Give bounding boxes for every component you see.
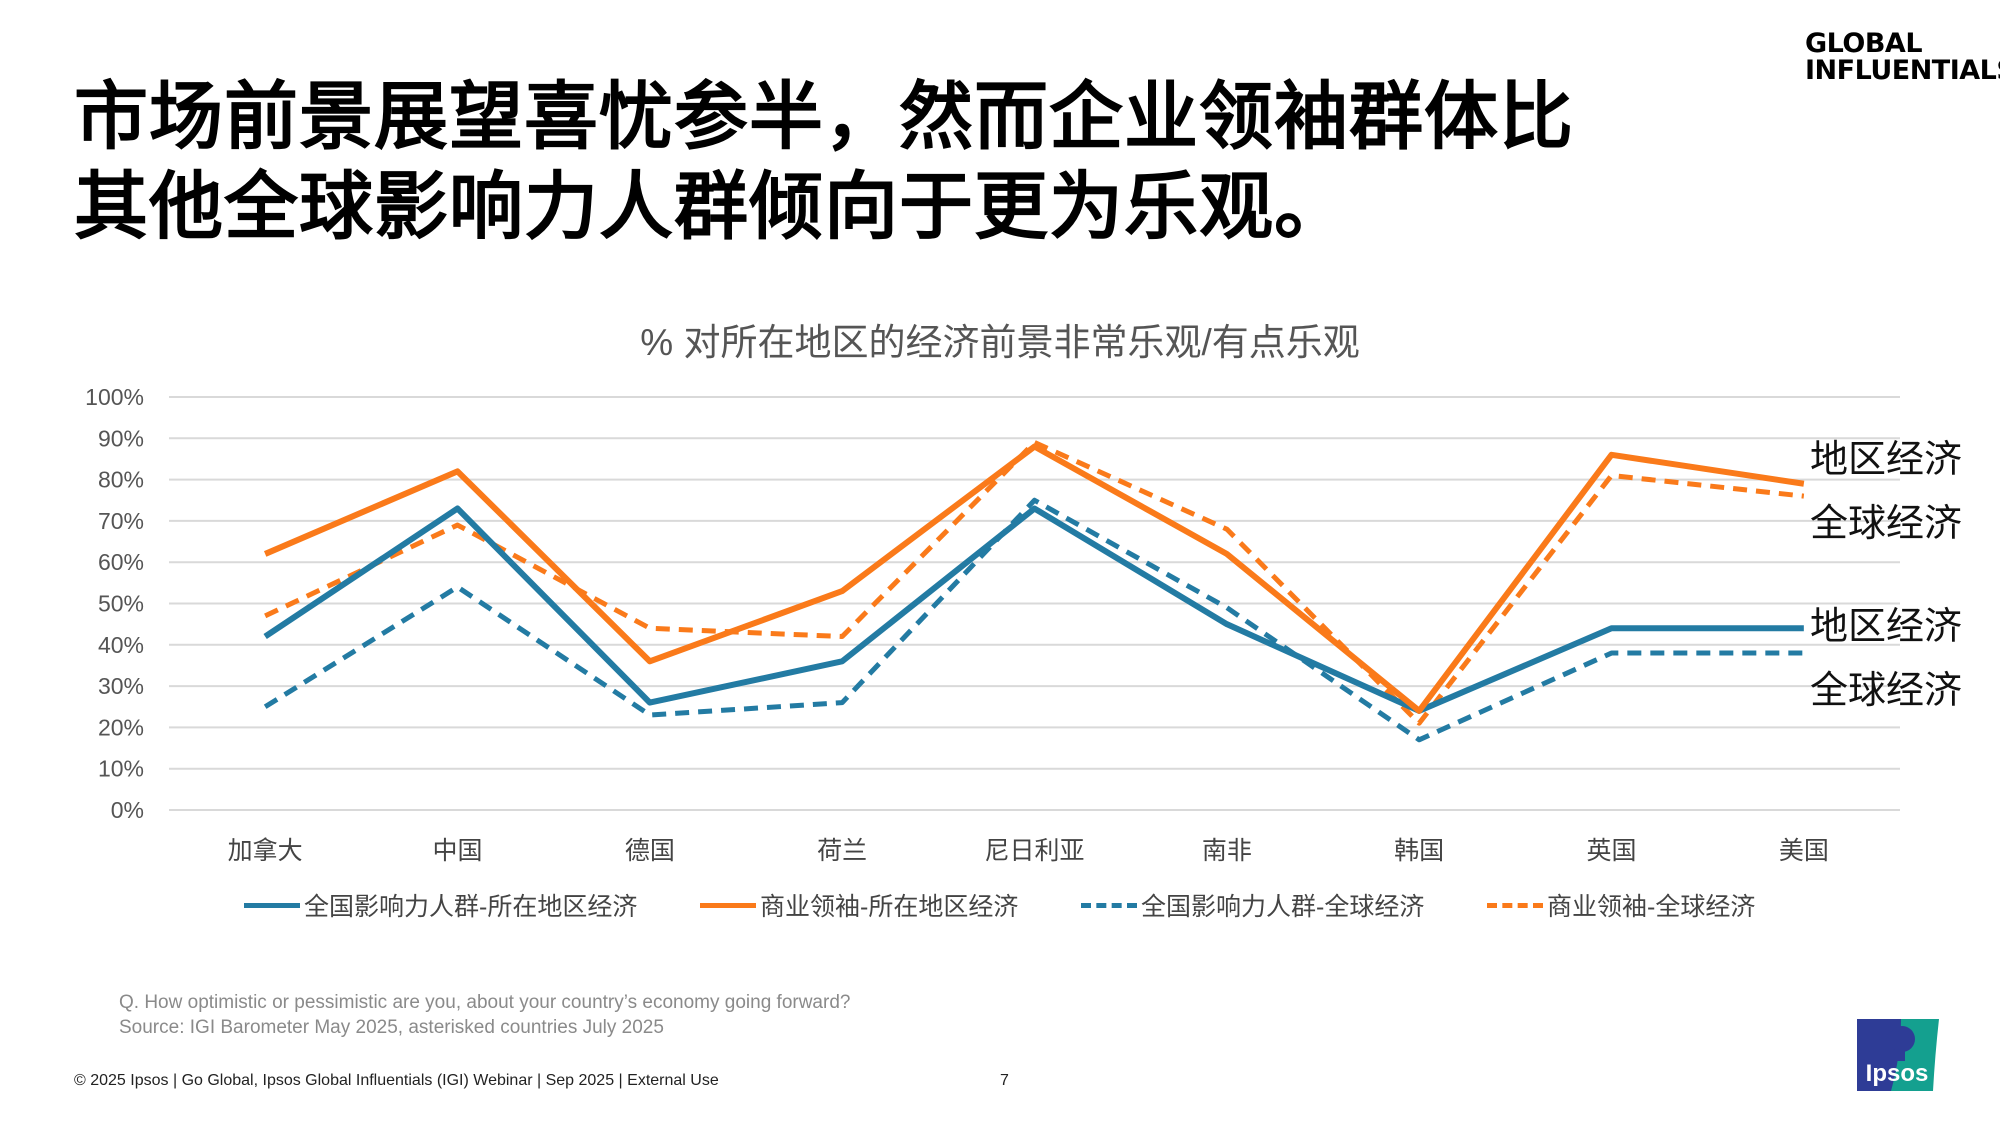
y-tick-label: 20% [98, 714, 144, 740]
source-note: Source: IGI Barometer May 2025, asterisk… [119, 1017, 664, 1038]
x-tick-label: 加拿大 [228, 837, 303, 865]
legend-label: 商业领袖-全球经济 [1547, 893, 1756, 921]
y-tick-label: 90% [98, 425, 144, 451]
legend-line-swatch [1487, 902, 1543, 908]
x-tick-label: 英国 [1586, 837, 1636, 865]
y-tick-label: 80% [98, 467, 144, 493]
brand-line-1: GLOBAL [1805, 28, 1923, 59]
series-line-3 [263, 497, 1804, 743]
annotation-label: 地区经济 [1810, 606, 1963, 648]
page-title: 市场前景展望喜忧参半，然而企业领袖群体比 其他全球影响力人群倾向于更为乐观。 [74, 72, 1574, 252]
y-tick-label: 100% [85, 384, 144, 410]
ipsos-logo: Ipsos [1857, 1019, 1939, 1091]
legend-label: 全国影响力人群-所在地区经济 [304, 893, 638, 921]
legend-item: 商业领袖-全球经济 [1487, 887, 1755, 923]
annotation-label: 地区经济 [1810, 439, 1963, 481]
brand-line-2: INFLUENTIALS [1805, 55, 2000, 86]
y-tick-label: 70% [98, 508, 144, 534]
title-line-2: 其他全球影响力人群倾向于更为乐观。 [74, 165, 1349, 248]
y-tick-label: 30% [98, 673, 144, 699]
legend-label: 全国影响力人群-全球经济 [1141, 893, 1425, 921]
x-tick-label: 荷兰 [817, 837, 867, 865]
legend-label: 商业领袖-所在地区经济 [760, 893, 1019, 921]
chart-title: % 对所在地区的经济前景非常乐观/有点乐观 [640, 322, 1360, 363]
legend-line-swatch [1081, 902, 1137, 908]
y-tick-label: 10% [98, 756, 144, 782]
ipsos-logo-text: Ipsos [1866, 1060, 1929, 1087]
annotation-label: 全球经济 [1810, 670, 1963, 712]
legend-line-swatch [700, 902, 756, 908]
global-influentials-logo: GLOBAL INFLUENTIALS [1805, 30, 2000, 84]
y-tick-label: 0% [111, 797, 144, 823]
series-line-1 [263, 505, 1804, 714]
y-tick-label: 50% [98, 591, 144, 617]
title-line-1: 市场前景展望喜忧参半，然而企业领袖群体比 [74, 75, 1574, 158]
x-tick-label: 中国 [432, 837, 482, 865]
annotation-label: 全球经济 [1810, 503, 1963, 545]
footer-copyright: © 2025 Ipsos | Go Global, Ipsos Global I… [74, 1072, 719, 1089]
page-number: 7 [1000, 1072, 1009, 1089]
x-tick-label: 韩国 [1394, 837, 1444, 865]
x-tick-label: 南非 [1202, 837, 1252, 865]
x-tick-label: 美国 [1779, 837, 1829, 865]
legend-item: 商业领袖-所在地区经济 [700, 887, 1018, 923]
legend-line-swatch [244, 902, 300, 908]
y-tick-label: 60% [98, 549, 144, 575]
legend-item: 全国影响力人群-所在地区经济 [244, 887, 637, 923]
x-tick-label: 尼日利亚 [984, 837, 1084, 865]
y-tick-label: 40% [98, 632, 144, 658]
x-tick-label: 德国 [625, 837, 675, 865]
legend-item: 全国影响力人群-全球经济 [1081, 887, 1424, 923]
series-line-4 [264, 439, 1805, 726]
question-note: Q. How optimistic or pessimistic are you… [119, 992, 851, 1013]
chart-legend: 全国影响力人群-所在地区经济 商业领袖-所在地区经济 全国影响力人群-全球经济 … [0, 887, 2000, 927]
